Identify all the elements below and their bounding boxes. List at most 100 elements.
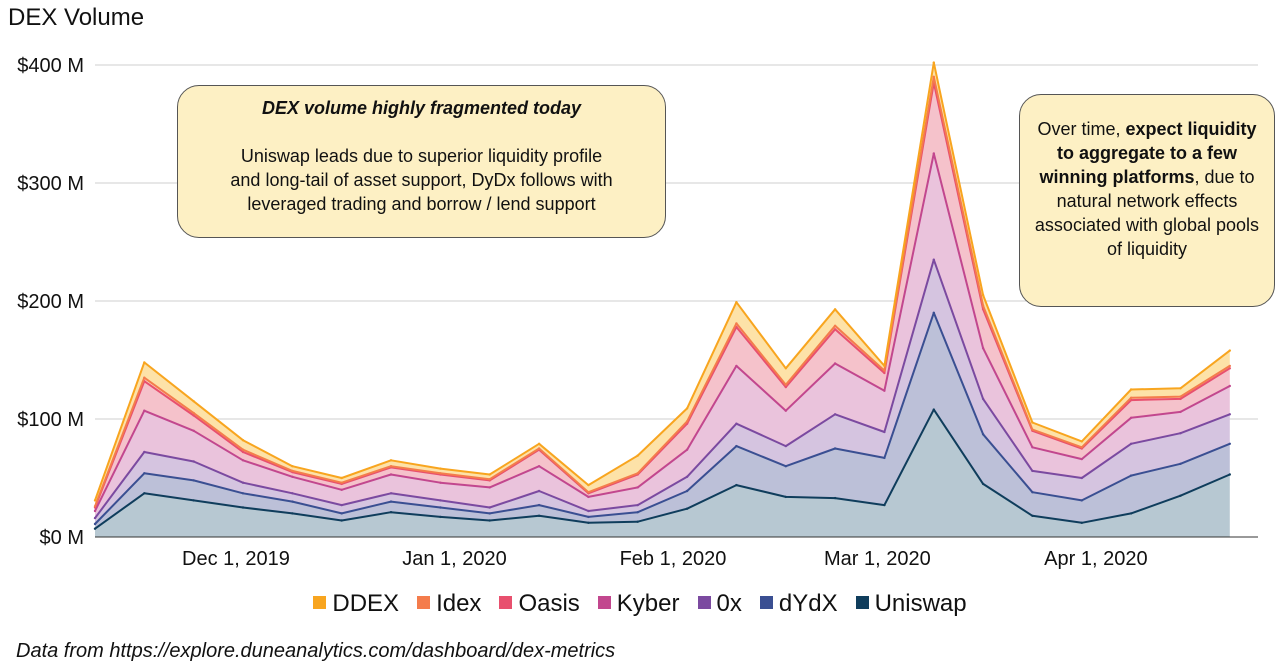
data-point-dydx bbox=[488, 512, 491, 515]
data-point-oasis bbox=[833, 328, 837, 331]
data-point-0x bbox=[340, 503, 343, 507]
data-point-ddex bbox=[883, 364, 886, 368]
data-point-ddex bbox=[1179, 387, 1182, 390]
legend-swatch bbox=[855, 596, 869, 609]
data-point-ddex bbox=[389, 459, 393, 462]
y-tick-label: $0 M bbox=[40, 527, 84, 549]
data-point-kyber bbox=[784, 409, 787, 412]
data-point-ddex bbox=[93, 499, 97, 502]
series-line-ddex bbox=[94, 61, 1231, 501]
legend-label: Oasis bbox=[518, 590, 580, 617]
data-point-idex bbox=[1031, 428, 1034, 431]
data-point-0x bbox=[1031, 469, 1034, 473]
x-tick-label: Jan 1, 2020 bbox=[402, 548, 507, 570]
data-point-kyber bbox=[735, 364, 738, 368]
data-point-kyber bbox=[1031, 446, 1034, 449]
callout-text: Over time, bbox=[1037, 119, 1126, 139]
data-point-idex bbox=[932, 75, 935, 79]
data-point-uniswap bbox=[1129, 512, 1133, 515]
data-point-ddex bbox=[587, 483, 590, 487]
callout-line: and long-tail of asset support, DyDx fol… bbox=[230, 170, 613, 190]
x-tick-label: Apr 1, 2020 bbox=[1044, 548, 1147, 570]
data-point-idex bbox=[784, 383, 787, 386]
data-point-kyber bbox=[192, 429, 195, 432]
data-point-idex bbox=[587, 491, 590, 494]
callout-heading: DEX volume highly fragmented today bbox=[261, 98, 582, 118]
data-point-dydx bbox=[784, 465, 787, 468]
callout-line: leveraged trading and borrow / lend supp… bbox=[247, 194, 596, 214]
data-point-ddex bbox=[784, 367, 787, 370]
area-oasis bbox=[95, 82, 1230, 511]
y-tick-label: $100 M bbox=[17, 409, 84, 431]
data-point-idex bbox=[241, 448, 245, 451]
data-point-kyber bbox=[636, 486, 639, 489]
data-point-uniswap bbox=[833, 496, 837, 500]
data-point-uniswap bbox=[537, 514, 541, 517]
data-point-kyber bbox=[833, 362, 837, 365]
source-note: Data from https://explore.duneanalytics.… bbox=[16, 640, 616, 662]
legend-swatch bbox=[499, 596, 513, 609]
series-line-dydx bbox=[94, 311, 1231, 525]
data-point-dydx bbox=[981, 433, 985, 436]
data-point-ddex bbox=[488, 473, 491, 476]
data-point-uniswap bbox=[883, 503, 886, 507]
data-point-uniswap bbox=[1080, 521, 1084, 524]
series-line-0x bbox=[94, 258, 1231, 519]
data-point-ddex bbox=[192, 400, 195, 403]
data-point-dydx bbox=[685, 489, 689, 493]
data-point-ddex bbox=[143, 361, 146, 364]
chart-title: DEX Volume bbox=[8, 4, 145, 31]
data-point-ddex bbox=[932, 61, 935, 64]
data-point-dydx bbox=[241, 492, 245, 495]
callout-line: Uniswap leads due to superior liquidity … bbox=[240, 146, 603, 166]
series-line-kyber bbox=[94, 152, 1231, 512]
data-point-dydx bbox=[1080, 499, 1084, 502]
data-point-ddex bbox=[340, 476, 343, 480]
data-point-ddex bbox=[439, 467, 442, 470]
data-point-ddex bbox=[241, 439, 245, 442]
data-point-kyber bbox=[685, 448, 689, 451]
x-tick-label: Dec 1, 2019 bbox=[182, 548, 290, 570]
data-point-idex bbox=[143, 376, 146, 379]
data-point-idex bbox=[1228, 364, 1232, 368]
legend-swatch bbox=[697, 596, 711, 609]
data-point-uniswap bbox=[93, 527, 97, 530]
data-point-dydx bbox=[340, 512, 343, 515]
data-point-ddex bbox=[685, 407, 689, 410]
series-line-uniswap bbox=[94, 408, 1231, 530]
legend-label: dYdX bbox=[778, 590, 838, 617]
data-point-uniswap bbox=[587, 521, 590, 524]
data-point-kyber bbox=[291, 475, 294, 478]
data-point-ddex bbox=[735, 301, 738, 304]
data-point-0x bbox=[439, 499, 442, 502]
data-point-kyber bbox=[1228, 384, 1232, 388]
legend-item-dydx: dYdX bbox=[759, 590, 838, 618]
legend-item-0x: 0x bbox=[697, 590, 742, 618]
data-point-ddex bbox=[1228, 349, 1232, 352]
data-point-kyber bbox=[981, 347, 985, 350]
data-point-uniswap bbox=[143, 492, 146, 495]
data-point-uniswap bbox=[1031, 514, 1034, 517]
data-point-0x bbox=[1228, 413, 1232, 416]
data-point-0x bbox=[93, 516, 97, 520]
data-point-dydx bbox=[1129, 474, 1133, 477]
legend-item-oasis: Oasis bbox=[499, 590, 580, 618]
data-point-uniswap bbox=[192, 499, 195, 502]
data-point-0x bbox=[291, 492, 294, 495]
data-point-0x bbox=[1080, 476, 1084, 480]
area-dydx bbox=[95, 312, 1230, 529]
callout-text: , due to natural network effects associa… bbox=[1034, 167, 1260, 259]
legend-swatch bbox=[417, 596, 431, 609]
y-tick-label: $200 M bbox=[17, 291, 84, 313]
data-point-kyber bbox=[488, 486, 491, 489]
data-point-idex bbox=[93, 505, 97, 508]
data-point-uniswap bbox=[1179, 494, 1182, 497]
data-point-ddex bbox=[537, 442, 541, 445]
legend-item-idex: Idex bbox=[417, 590, 481, 618]
data-point-0x bbox=[685, 475, 689, 478]
data-point-ddex bbox=[636, 454, 639, 457]
data-point-idex bbox=[981, 304, 985, 307]
data-point-uniswap bbox=[932, 408, 935, 411]
data-point-idex bbox=[439, 472, 442, 475]
